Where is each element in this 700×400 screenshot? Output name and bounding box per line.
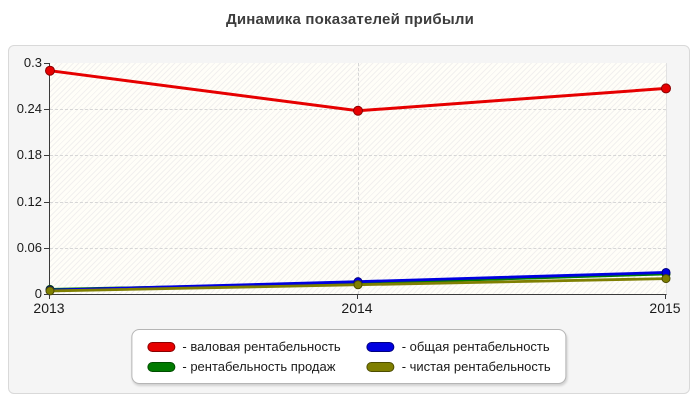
- plot-area: [45, 63, 671, 296]
- y-axis-tick: [44, 201, 49, 203]
- y-axis-label: 0.18: [16, 147, 42, 163]
- legend-swatch-net-margin: [366, 361, 395, 372]
- data-point-marker: [45, 286, 55, 296]
- legend-item-gross-margin: - валовая рентабельность: [147, 339, 341, 354]
- legend-item-net-margin: - чистая рентабельность: [366, 359, 551, 374]
- data-point-marker: [661, 83, 671, 94]
- x-axis-tick: [665, 295, 666, 299]
- y-axis-label: 0.06: [16, 239, 42, 255]
- y-axis-tick: [44, 294, 49, 295]
- y-axis-label: 0.12: [16, 193, 42, 209]
- legend-label-gross-margin: - валовая рентабельность: [182, 339, 341, 354]
- legend: - валовая рентабельность - общая рентабе…: [131, 329, 567, 384]
- chart-title: Динамика показателей прибыли: [225, 11, 475, 28]
- data-point-marker: [45, 65, 55, 76]
- legend-item-sales-margin: - рентабельность продаж: [147, 359, 340, 374]
- legend-item-total-margin: - общая рентабельность: [366, 339, 551, 354]
- y-axis-label: 0.3: [23, 55, 42, 70]
- legend-label-sales-margin: - рентабельность продаж: [182, 359, 336, 374]
- y-axis-tick: [44, 247, 49, 249]
- x-axis-tick: [357, 295, 358, 299]
- data-point-marker: [353, 105, 363, 116]
- x-axis-label: 2015: [649, 300, 681, 316]
- legend-swatch-gross-margin: [147, 341, 176, 352]
- x-axis-label: 2014: [341, 300, 373, 316]
- line-series: [45, 65, 671, 296]
- y-axis-label: 0: [34, 286, 42, 301]
- y-axis-tick: [44, 63, 49, 64]
- legend-label-net-margin: - чистая рентабельность: [401, 359, 551, 374]
- x-axis-tick: [49, 295, 50, 299]
- y-axis-label: 0.24: [16, 101, 42, 117]
- legend-label-total-margin: - общая рентабельность: [401, 339, 550, 354]
- chart-panel: 0 0.06 0.12 0.18 0.24 0.3 2013 2014 2015 - вало…: [8, 45, 690, 394]
- v-gridline: [358, 63, 359, 294]
- y-axis-tick: [44, 155, 49, 157]
- series-line: [49, 69, 667, 113]
- data-point-marker: [661, 274, 671, 284]
- y-axis-tick: [44, 109, 49, 111]
- x-axis-label: 2013: [33, 300, 65, 316]
- legend-swatch-sales-margin: [147, 361, 176, 372]
- legend-swatch-total-margin: [366, 341, 395, 352]
- data-point-marker: [353, 280, 363, 290]
